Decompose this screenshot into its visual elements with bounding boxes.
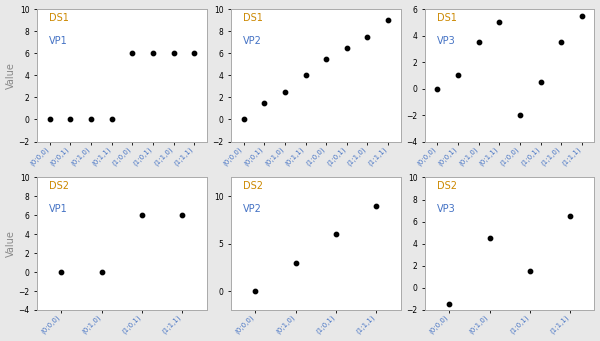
Y-axis label: Value: Value xyxy=(5,62,16,89)
Point xyxy=(86,117,96,122)
Point xyxy=(107,117,116,122)
Point xyxy=(536,79,545,85)
Point xyxy=(45,117,55,122)
Point xyxy=(445,302,454,307)
Text: VP2: VP2 xyxy=(243,35,262,46)
Point xyxy=(190,50,199,56)
Point xyxy=(342,45,352,50)
Point xyxy=(565,213,575,219)
Point xyxy=(371,203,381,209)
Point xyxy=(56,269,66,275)
Point xyxy=(251,288,260,294)
Point xyxy=(259,100,269,106)
Text: VP3: VP3 xyxy=(437,35,455,46)
Point xyxy=(577,13,587,18)
Point xyxy=(515,112,525,118)
Text: VP1: VP1 xyxy=(49,204,68,214)
Point xyxy=(169,50,178,56)
Point xyxy=(362,34,372,40)
Point xyxy=(494,19,504,25)
Point xyxy=(291,260,301,265)
Point xyxy=(97,269,107,275)
Point xyxy=(148,50,158,56)
Point xyxy=(453,73,463,78)
Point xyxy=(280,89,290,94)
Text: VP1: VP1 xyxy=(49,35,68,46)
Text: DS1: DS1 xyxy=(49,13,69,23)
Text: VP2: VP2 xyxy=(243,204,262,214)
Point xyxy=(474,40,484,45)
Text: DS1: DS1 xyxy=(437,13,457,23)
Text: DS2: DS2 xyxy=(49,181,69,191)
Text: VP3: VP3 xyxy=(437,204,455,214)
Point xyxy=(525,269,535,274)
Y-axis label: Value: Value xyxy=(5,230,16,257)
Point xyxy=(127,50,137,56)
Point xyxy=(137,212,147,218)
Point xyxy=(322,56,331,61)
Point xyxy=(178,212,187,218)
Text: DS1: DS1 xyxy=(243,13,263,23)
Point xyxy=(301,73,310,78)
Point xyxy=(433,86,442,91)
Point xyxy=(331,232,341,237)
Text: DS2: DS2 xyxy=(437,181,457,191)
Text: DS2: DS2 xyxy=(243,181,263,191)
Point xyxy=(557,40,566,45)
Point xyxy=(239,117,248,122)
Point xyxy=(65,117,75,122)
Point xyxy=(485,236,494,241)
Point xyxy=(383,17,393,23)
